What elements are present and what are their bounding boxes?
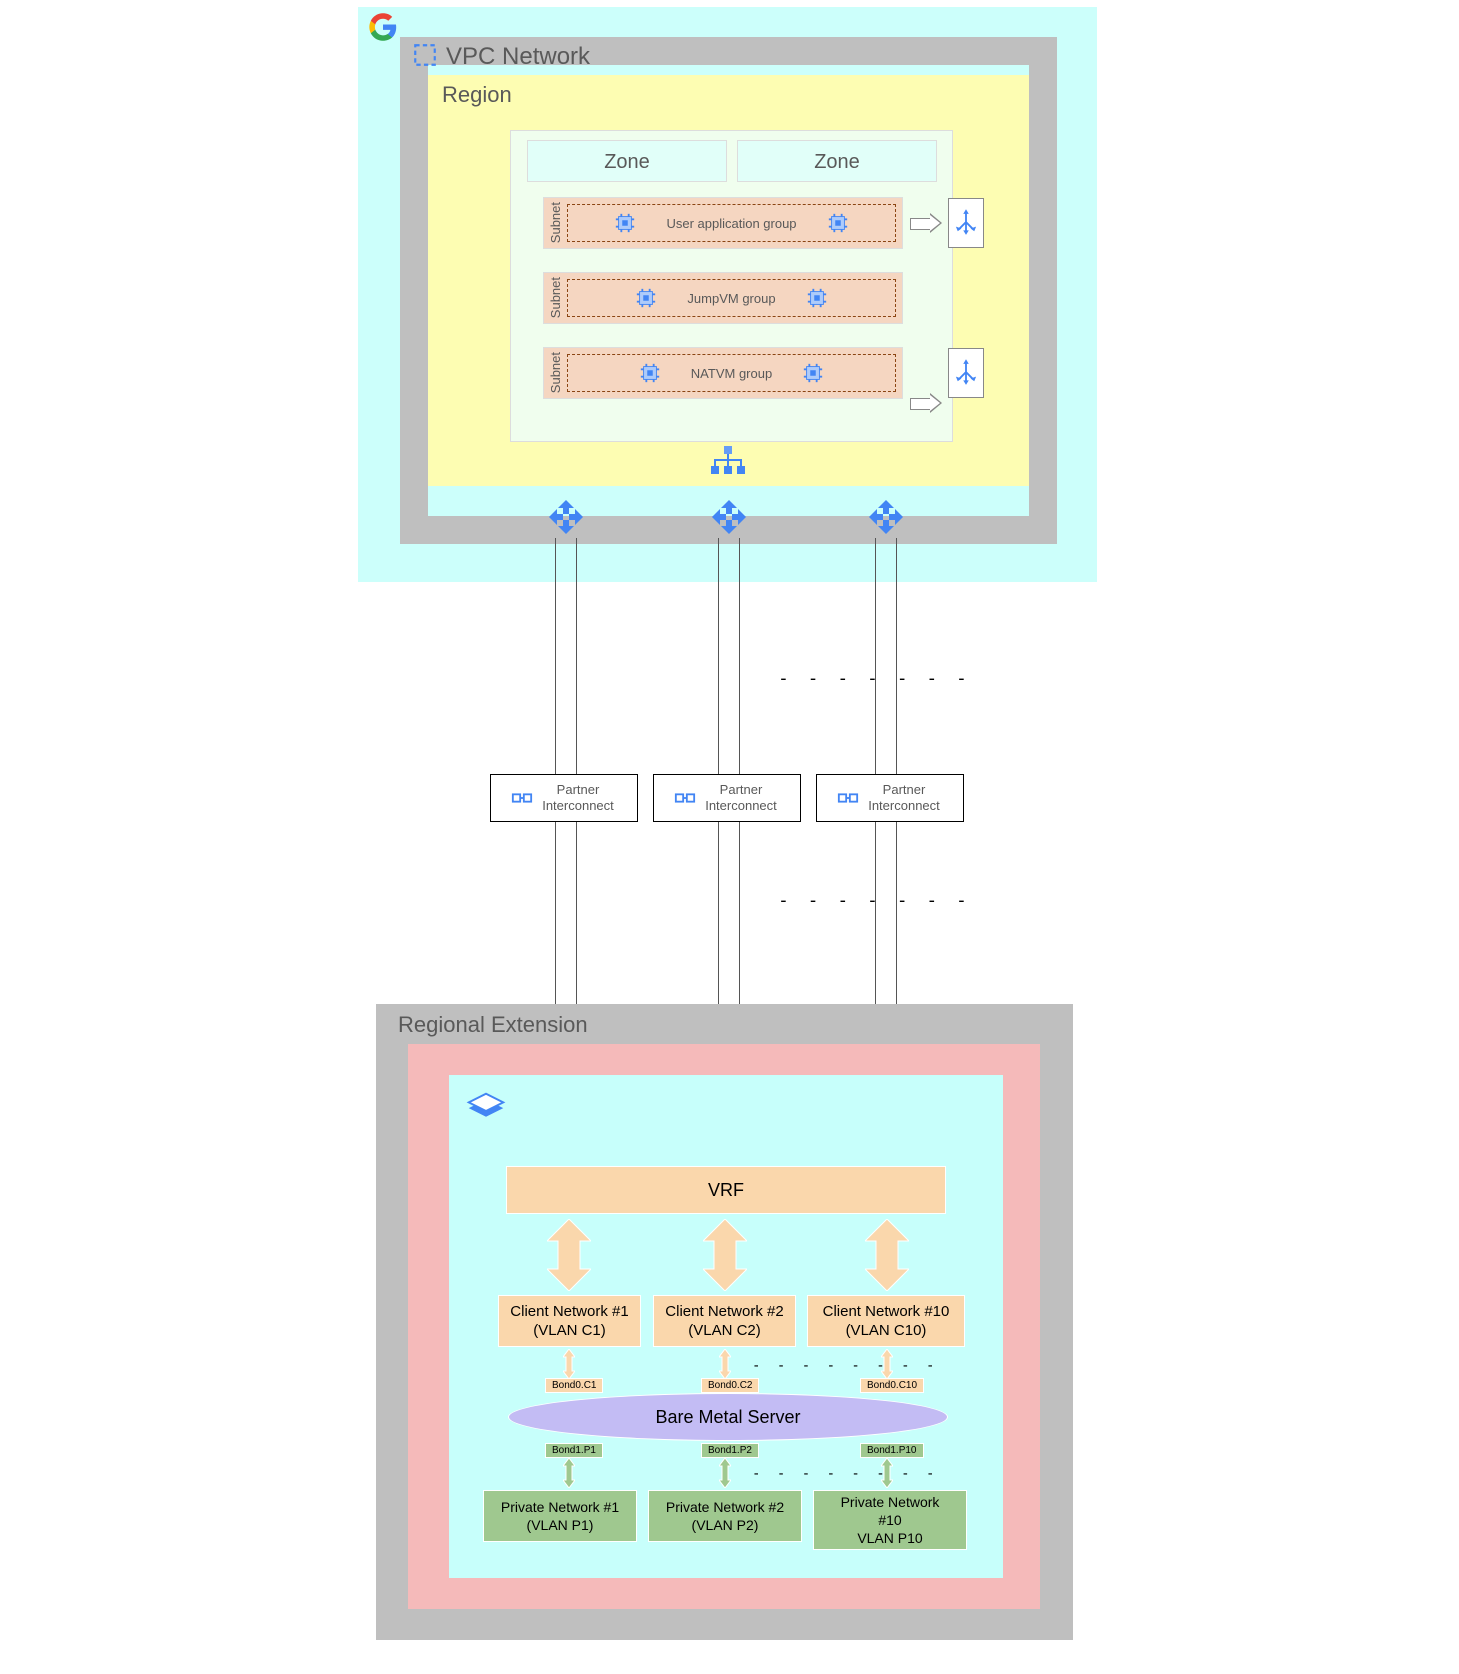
cn1-vlan: (VLAN C1)	[533, 1321, 606, 1341]
pn3-l2: VLAN P10	[857, 1529, 922, 1547]
pn3-l1: Private Network#10	[841, 1493, 940, 1529]
vrf-label: VRF	[708, 1180, 744, 1201]
pi-1-label: PartnerInterconnect	[539, 782, 617, 813]
subnet-3: Subnet NATVM group	[543, 347, 903, 399]
router-icon-3	[866, 497, 906, 537]
subnet-1-label: Subnet	[544, 198, 567, 247]
bidir-arrow-1	[547, 1219, 591, 1291]
subnet-1-group: User application group	[567, 204, 896, 242]
private-net-3: Private Network#10 VLAN P10	[813, 1490, 967, 1550]
google-logo-icon	[368, 12, 398, 42]
subnet-2-label: Subnet	[544, 273, 567, 322]
network-icon	[711, 446, 745, 474]
interconnect-icon	[511, 787, 533, 809]
cn3-vlan: (VLAN C10)	[846, 1321, 927, 1341]
bidir-arrow-2	[703, 1219, 747, 1291]
partner-interconnect-3: PartnerInterconnect	[816, 774, 964, 822]
conn-line	[718, 538, 719, 774]
subnet-3-label: Subnet	[544, 348, 567, 397]
client-net-3: Client Network #10 (VLAN C10)	[807, 1295, 965, 1347]
cn2-name: Client Network #2	[665, 1302, 783, 1322]
zone-box-1: Zone	[527, 140, 727, 182]
ellipsis: - - - - - - - -	[752, 1358, 938, 1374]
compute-icon	[639, 362, 661, 384]
lb-box-2	[948, 348, 984, 398]
small-green-arrow-2	[719, 1458, 731, 1488]
vrf-box: VRF	[506, 1166, 946, 1214]
vpc-icon	[412, 42, 438, 68]
compute-icon	[635, 287, 657, 309]
pn1-l2: (VLAN P1)	[527, 1516, 594, 1534]
cn2-vlan: (VLAN C2)	[688, 1321, 761, 1341]
subnet-2-group: JumpVM group	[567, 279, 896, 317]
bond-p10: Bond1.P10	[860, 1443, 924, 1458]
group-3-label: NATVM group	[691, 366, 772, 381]
bond-c2: Bond0.C2	[701, 1378, 759, 1393]
subnet-3-group: NATVM group	[567, 354, 896, 392]
pn1-l1: Private Network #1	[501, 1498, 619, 1516]
router-icon-1	[546, 497, 586, 537]
ellipsis: - - - - - - -	[778, 890, 971, 911]
conn-line	[576, 538, 577, 774]
pn2-l1: Private Network #2	[666, 1498, 784, 1516]
bond-c10: Bond0.C10	[860, 1378, 924, 1393]
load-balancer-icon	[955, 359, 977, 387]
subnet-1: Subnet User application group	[543, 197, 903, 249]
zone-label-2: Zone	[814, 151, 860, 173]
pn2-l2: (VLAN P2)	[692, 1516, 759, 1534]
bidir-arrow-3	[865, 1219, 909, 1291]
lb-box-1	[948, 198, 984, 248]
bms-ellipse: Bare Metal Server	[508, 1393, 948, 1441]
pi-3-label: PartnerInterconnect	[865, 782, 943, 813]
small-green-arrow-1	[563, 1458, 575, 1488]
private-net-2: Private Network #2 (VLAN P2)	[648, 1490, 802, 1542]
group-1-label: User application group	[666, 216, 796, 231]
cn1-name: Client Network #1	[510, 1302, 628, 1322]
interconnect-icon	[674, 787, 696, 809]
bond-c1: Bond0.C1	[545, 1378, 603, 1393]
load-balancer-icon	[955, 209, 977, 237]
zone-label-1: Zone	[604, 151, 650, 173]
bms-label: Bare Metal Server	[655, 1407, 800, 1428]
small-arrow-2	[719, 1349, 731, 1379]
partner-interconnect-2: PartnerInterconnect	[653, 774, 801, 822]
compute-icon	[827, 212, 849, 234]
zone-box-2: Zone	[737, 140, 937, 182]
layers-icon	[463, 1088, 509, 1134]
ext-label: Regional Extension	[398, 1012, 588, 1038]
compute-icon	[802, 362, 824, 384]
vpc-label: VPC Network	[446, 43, 590, 71]
compute-icon	[614, 212, 636, 234]
partner-interconnect-1: PartnerInterconnect	[490, 774, 638, 822]
arrow-icon	[910, 208, 940, 238]
conn-line	[875, 538, 876, 774]
conn-line	[896, 538, 897, 774]
pi-2-label: PartnerInterconnect	[702, 782, 780, 813]
small-arrow-1	[563, 1349, 575, 1379]
client-net-1: Client Network #1 (VLAN C1)	[498, 1295, 641, 1347]
bond-p1: Bond1.P1	[545, 1443, 603, 1458]
group-2-label: JumpVM group	[687, 291, 775, 306]
bond-p2: Bond1.P2	[701, 1443, 759, 1458]
conn-line	[555, 538, 556, 774]
arrow-icon	[910, 388, 940, 418]
interconnect-icon	[837, 787, 859, 809]
private-net-1: Private Network #1 (VLAN P1)	[483, 1490, 637, 1542]
ellipsis: - - - - - - -	[778, 668, 971, 689]
ellipsis: - - - - - - - -	[752, 1466, 938, 1482]
router-icon-2	[709, 497, 749, 537]
compute-icon	[806, 287, 828, 309]
client-net-2: Client Network #2 (VLAN C2)	[653, 1295, 796, 1347]
conn-line	[739, 538, 740, 774]
region-label: Region	[442, 82, 512, 108]
subnet-2: Subnet JumpVM group	[543, 272, 903, 324]
cn3-name: Client Network #10	[823, 1302, 950, 1322]
